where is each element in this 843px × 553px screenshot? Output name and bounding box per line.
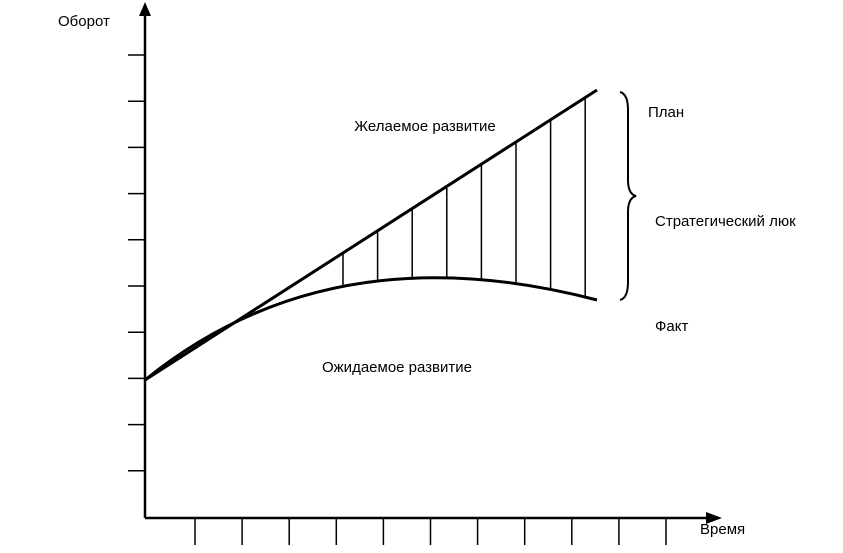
gap-label: Стратегический люк [655, 213, 796, 230]
desired-label: Желаемое развитие [354, 118, 495, 135]
gap-hatching [342, 97, 586, 298]
expected-label: Ожидаемое развитие [322, 359, 472, 376]
x-axis-label: Время [700, 521, 745, 538]
y-arrow [139, 2, 151, 16]
plan-label: План [648, 104, 684, 121]
brace [619, 91, 637, 301]
desired-line [144, 88, 598, 382]
ticks [128, 54, 667, 545]
axes [139, 2, 722, 524]
expected-curve [144, 276, 598, 382]
x-arrow [706, 512, 722, 524]
fact-label: Факт [655, 318, 688, 335]
y-axis-label: Оборот [58, 13, 110, 30]
